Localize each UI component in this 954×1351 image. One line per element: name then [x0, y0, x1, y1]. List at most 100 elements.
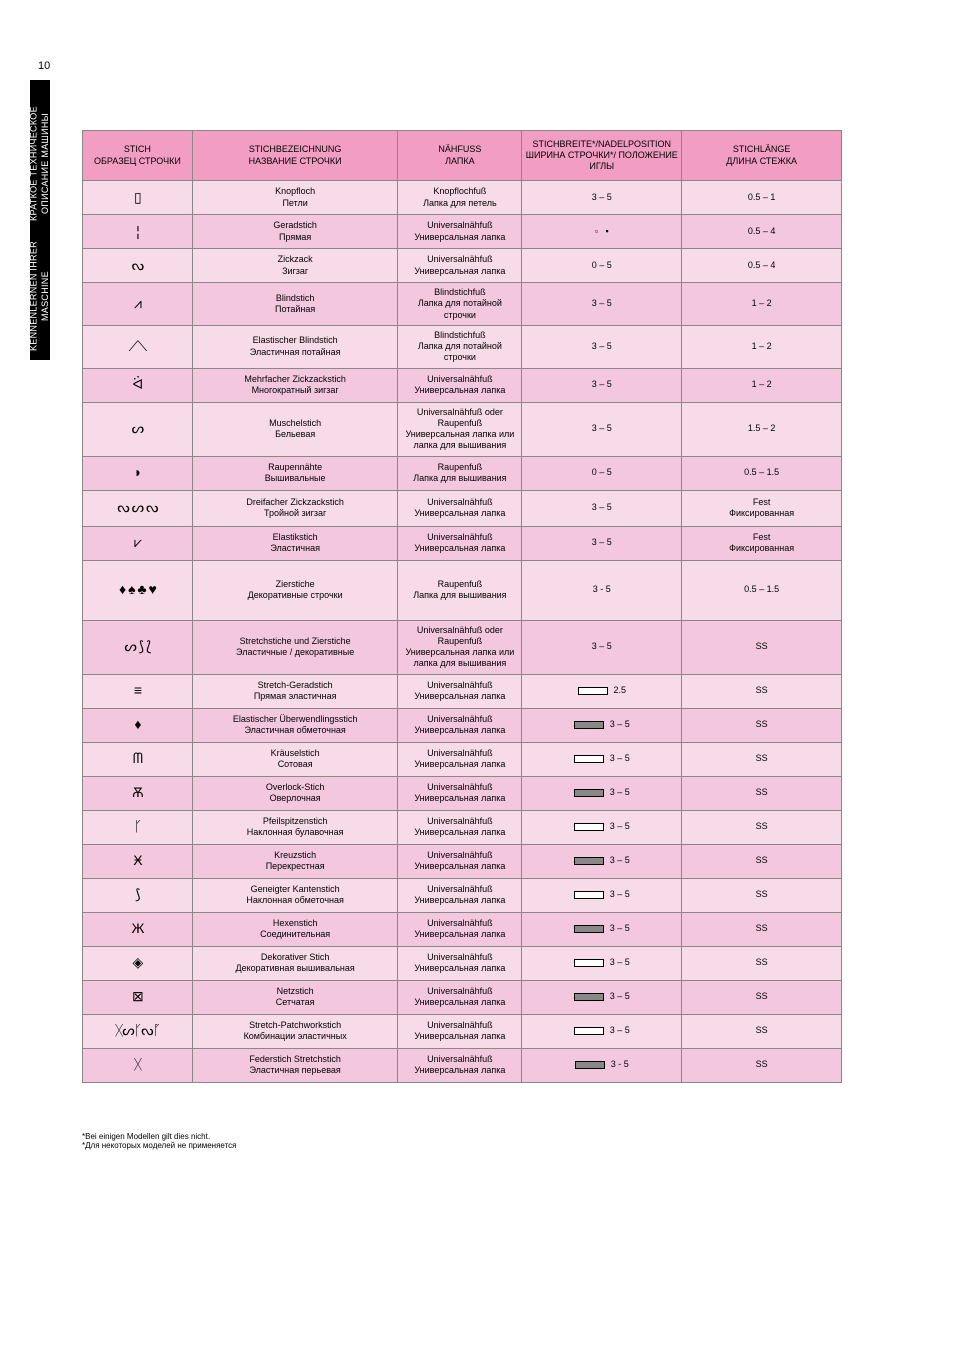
width-value: 0 – 5	[592, 467, 612, 477]
length-ru: Фиксированная	[729, 543, 794, 553]
width-value: 3 – 5	[610, 991, 630, 1001]
stitch-icon-cell: ᔓ	[83, 249, 193, 283]
stitch-name-de: Knopfloch	[275, 186, 315, 196]
width-cell: 3 - 5	[522, 1048, 682, 1082]
stitch-icon-cell: ᔕ ⟆ ⟅	[83, 620, 193, 674]
width-box-icon	[574, 721, 604, 729]
stitch-name-de: Stretchstiche und Zierstiche	[240, 636, 351, 646]
stitch-icon: ᚷᔕᚴᔓᚵ	[115, 1022, 160, 1038]
stitch-name-de: Kreuzstich	[274, 850, 316, 860]
foot-ru: Универсальная лапка	[414, 997, 505, 1007]
width-cell: 3 – 5	[522, 844, 682, 878]
width-box-icon	[574, 959, 604, 967]
stitch-name-de: Zickzack	[278, 254, 313, 264]
length-value: SS	[756, 787, 768, 797]
header-length-de: STICHLÄNGE	[733, 144, 791, 154]
table-row: ◗RaupennähteВышивальныеRaupenfußЛапка дл…	[83, 456, 842, 490]
stitch-icon-cell: ♦ ♠ ♣ ♥	[83, 560, 193, 620]
stitch-name-ru: Наклонная обметочная	[246, 895, 343, 905]
foot-de: Universalnähfuß	[427, 680, 493, 690]
length-cell: 0.5 – 4	[682, 249, 842, 283]
stitch-icon-cell: ᗰ	[83, 742, 193, 776]
width-value: 3 – 5	[592, 341, 612, 351]
stitch-name-cell: Zickzack Зигзаг	[192, 249, 398, 283]
sidebar-section-label: KENNENLERNEN IHRER MASCHINE КРАТКОЕ ТЕХН…	[30, 80, 50, 360]
stitch-name-de: Elastischer Überwendlingsstich	[233, 714, 358, 724]
stitch-icon-cell: ≡	[83, 674, 193, 708]
stitch-name-de: Federstich Stretchstich	[249, 1054, 341, 1064]
header-stitch: STICH ОБРАЗЕЦ СТРОЧКИ	[83, 131, 193, 181]
header-stitch-de: STICH	[124, 144, 151, 154]
header-foot-ru: ЛАПКА	[445, 156, 475, 166]
length-value: 0.5 – 1	[748, 192, 776, 202]
stitch-icon: ⟋⟍	[129, 338, 147, 354]
stitch-name-ru: Потайная	[275, 304, 315, 314]
stitch-name-ru: Эластичная	[270, 543, 320, 553]
length-ru: Фиксированная	[729, 508, 794, 518]
length-cell: SS	[682, 980, 842, 1014]
foot-de: Universalnähfuß	[427, 952, 493, 962]
stitch-icon-cell: ⩘	[83, 283, 193, 326]
stitch-icon-cell: ᚷ	[83, 1048, 193, 1082]
stitch-name-ru: Вышивальные	[265, 473, 326, 483]
stitch-name-de: Elastischer Blindstich	[253, 335, 338, 345]
foot-ru: Универсальная лапка	[414, 543, 505, 553]
width-cell: 3 – 5	[522, 402, 682, 456]
table-row: ᗰKräuselstichСотоваяUniversalnähfußУниве…	[83, 742, 842, 776]
length-cell: SS	[682, 912, 842, 946]
stitch-name-cell: KräuselstichСотовая	[192, 742, 398, 776]
stitch-icon: ᔕ ⟆ ⟅	[124, 638, 150, 654]
stitch-name-de: Raupennähte	[268, 462, 322, 472]
stitch-icon: ⊠	[132, 988, 143, 1004]
foot-ru: Лапка для вышивания	[413, 590, 506, 600]
foot-ru: Универсальная лапка	[414, 793, 505, 803]
width-box-icon	[574, 755, 604, 763]
stitch-name-ru: Прямая	[279, 232, 311, 242]
stitch-name-ru: Бельевая	[275, 429, 315, 439]
header-width-de: STICHBREITE*/NADELPOSITION	[533, 139, 672, 149]
length-value: SS	[756, 1025, 768, 1035]
foot-de: Universalnähfuß	[427, 884, 493, 894]
header-width-ru: ШИРИНА СТРОЧКИ*/ ПОЛОЖЕНИЕ ИГЛЫ	[526, 150, 678, 171]
stitch-icon: ◗	[134, 464, 141, 480]
width-box-icon	[574, 993, 604, 1001]
stitch-icon: ◈	[133, 954, 143, 970]
foot-ru: Лапка для петель	[423, 198, 497, 208]
stitch-icon: Ѫ	[132, 784, 143, 800]
foot-de: Universalnähfuß	[427, 748, 493, 758]
table-row: ᔓ ᔕ ᔓ Dreifacher ZickzackstichТройной зиг…	[83, 490, 842, 526]
length-cell: SS	[682, 1048, 842, 1082]
stitch-icon: ᔓ ᔕ ᔓ	[117, 499, 157, 515]
stitch-icon: ▯	[134, 189, 141, 205]
length-value: SS	[756, 753, 768, 763]
length-value: SS	[756, 719, 768, 729]
table-row: ᚷᔕᚴᔓᚵStretch-PatchworkstichКомбинации эл…	[83, 1014, 842, 1048]
stitch-name-cell: Dreifacher ZickzackstichТройной зигзаг	[192, 490, 398, 526]
foot-ru: Универсальная лапка или лапка для вышива…	[405, 429, 514, 450]
length-de: SS	[756, 685, 768, 695]
stitch-name-ru: Зигзаг	[282, 266, 308, 276]
width-cell: 3 – 5	[522, 980, 682, 1014]
length-value: SS	[756, 923, 768, 933]
foot-cell: UniversalnähfußУниверсальная лапка	[398, 742, 522, 776]
stitch-icon-cell: ◗	[83, 456, 193, 490]
table-row: ЖHexenstichСоединительнаяUniversalnähfuß…	[83, 912, 842, 946]
width-value: 3 – 5	[592, 502, 612, 512]
length-cell: FestФиксированная	[682, 526, 842, 560]
width-cell: 3 – 5	[522, 325, 682, 368]
stitch-name-cell: Elastischer BlindstichЭластичная потайна…	[192, 325, 398, 368]
width-cell: 3 – 5	[522, 283, 682, 326]
stitch-icon: ⩘	[134, 295, 141, 311]
stitch-name-cell: Elastischer ÜberwendlingsstichЭластичная…	[192, 708, 398, 742]
stitch-name-cell: PfeilspitzenstichНаклонная булавочная	[192, 810, 398, 844]
table-row: ӾKreuzstichПерекрестнаяUniversalnähfußУн…	[83, 844, 842, 878]
stitch-icon-cell: ▯	[83, 181, 193, 215]
stitch-name-cell: HexenstichСоединительная	[192, 912, 398, 946]
stitch-name-ru: Сотовая	[278, 759, 313, 769]
stitch-name-ru: Петли	[282, 198, 307, 208]
foot-de: Universalnähfuß	[427, 782, 493, 792]
foot-ru: Универсальная лапка	[414, 1065, 505, 1075]
foot-cell: UniversalnähfußУниверсальная лапка	[398, 708, 522, 742]
width-cell: 2.5	[522, 674, 682, 708]
stitch-icon-cell: ⟆	[83, 878, 193, 912]
